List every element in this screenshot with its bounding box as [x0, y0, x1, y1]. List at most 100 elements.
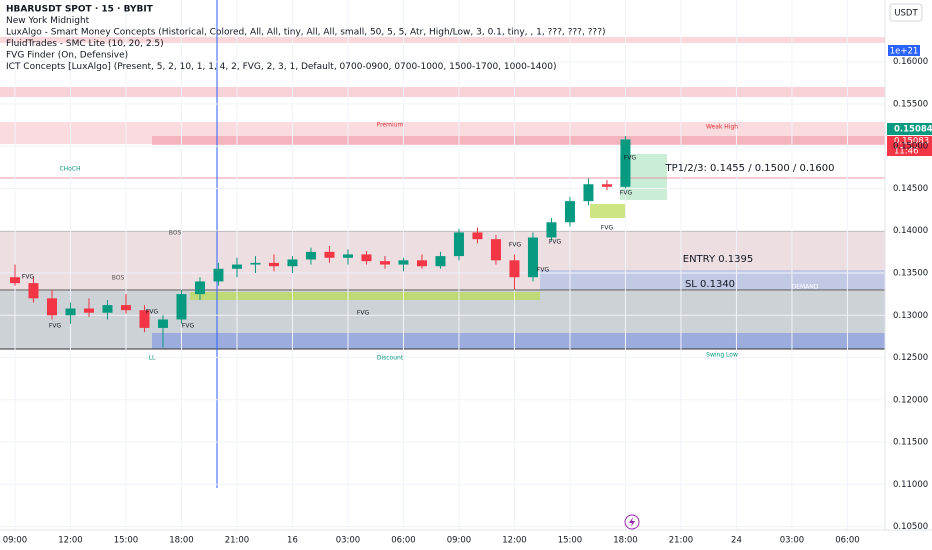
x-tick-label: 09:00	[447, 536, 472, 546]
y-tick-label: 0.13500	[893, 268, 928, 278]
annotation: SL 0.1340	[685, 279, 735, 290]
candle-body	[546, 222, 557, 238]
candle-body	[601, 184, 612, 187]
candle-body	[28, 283, 39, 299]
zone	[0, 37, 885, 43]
legend-line: LuxAlgo - Smart Money Concepts (Historic…	[6, 28, 606, 38]
y-tick-label: 0.15500	[893, 99, 928, 109]
y-tick-label: 0.14000	[893, 226, 928, 236]
x-tick-label: 03:00	[780, 536, 805, 546]
bid-price: 0.15083	[894, 137, 929, 147]
y-tick-label: 0.15000	[893, 142, 928, 152]
candle-body	[379, 261, 390, 265]
candle-body	[157, 319, 168, 328]
x-tick-label: 21:00	[225, 536, 250, 546]
annotations: Premium Discount CHoCH BOS BOS FVG FVG FVG FVG FV…	[22, 122, 835, 362]
annotation: FVG	[146, 309, 159, 316]
lightning	[629, 517, 635, 527]
y-tick-label: 0.13000	[893, 311, 928, 321]
candle-body	[120, 305, 131, 311]
price-axis	[885, 0, 932, 550]
candle-body	[398, 260, 409, 265]
candle-body	[9, 277, 20, 284]
x-tick-label: 12:00	[502, 536, 527, 546]
x-tick-label: 03:00	[336, 536, 361, 546]
annotation: TP1/2/3: 0.1455 / 0.1500 / 0.1600	[665, 163, 835, 174]
bid-price-badge	[887, 136, 932, 156]
x-tick-label: 21:00	[669, 536, 694, 546]
candle-body	[176, 294, 187, 320]
candle-body	[83, 308, 94, 313]
annotation: BOS	[112, 275, 125, 282]
annotation: FVG	[537, 267, 550, 274]
supply-zone	[152, 136, 885, 145]
currency-button[interactable]	[889, 3, 923, 22]
candle-body	[46, 298, 57, 316]
candle-body	[231, 264, 242, 269]
x-tick-label: 15:00	[558, 536, 583, 546]
y-tick-label: 0.12500	[893, 353, 928, 363]
legend-line: New York Midnight	[6, 16, 90, 26]
candle-body	[268, 262, 279, 267]
countdown: 11:46	[894, 147, 919, 157]
grid	[0, 0, 885, 530]
x-tick-label: 06:00	[835, 536, 860, 546]
y-tick-label: 0.11000	[893, 480, 928, 490]
annotation: FVG	[601, 225, 614, 232]
candle-body	[139, 310, 150, 328]
demand-zone	[540, 270, 885, 290]
currency-label[interactable]: USDT	[894, 9, 918, 19]
annotation: Discount	[377, 355, 404, 362]
annotation: FVG	[509, 242, 522, 249]
annotation: Weak High	[706, 124, 738, 131]
x-tick-label: 06:00	[391, 536, 416, 546]
annotation: FVG	[357, 310, 370, 317]
candle-body	[564, 201, 575, 223]
candle-body	[194, 281, 205, 295]
demand-zone	[152, 333, 885, 349]
annotation: FVG	[620, 190, 633, 197]
candle-body	[472, 232, 483, 240]
annotation: FVG	[549, 239, 562, 246]
y-tick-label: 0.12000	[893, 395, 928, 405]
candle-body	[490, 239, 501, 261]
legend-line: FVG Finder (On, Defensive)	[6, 51, 128, 61]
candle-body	[65, 308, 76, 316]
annotation: LL	[149, 355, 156, 362]
candle-body	[583, 184, 594, 202]
annotation: BOS	[169, 230, 182, 237]
annotation: FVG	[49, 323, 62, 330]
candle-body	[250, 262, 261, 265]
candle-body	[213, 268, 224, 282]
candle-body	[620, 139, 631, 187]
scale-badge	[888, 45, 920, 56]
annotation: Swing Low	[706, 352, 738, 359]
candle-body	[287, 259, 298, 267]
annotation: CHoCH	[59, 166, 80, 173]
fvg-zone	[190, 292, 540, 300]
candle-body	[527, 237, 538, 278]
annotation: DEMAND	[792, 284, 819, 291]
x-tick-label: 16	[287, 536, 298, 546]
candle-body	[509, 260, 520, 278]
last-price-badge	[887, 123, 932, 135]
y-tick-label: 0.14500	[893, 184, 928, 194]
annotation: FVG	[624, 155, 637, 162]
annotation: ENTRY 0.1395	[683, 254, 754, 265]
zones	[0, 0, 885, 488]
candle-body	[361, 254, 372, 262]
candle-body	[416, 260, 427, 267]
x-tick-label: 18:00	[613, 536, 638, 546]
annotation: Premium	[377, 122, 404, 129]
candle-body	[305, 251, 316, 260]
x-tick-label: 12:00	[58, 536, 83, 546]
legend-line: ICT Concepts [LuxAlgo] (Present, 5, 2, 1…	[6, 62, 556, 72]
candle-body	[102, 305, 113, 313]
legend-line: HBARUSDT SPOT · 15 · BYBIT	[6, 5, 154, 15]
annotation: FVG	[182, 323, 195, 330]
annotation: FVG	[22, 274, 35, 281]
x-tick-label: 18:00	[169, 536, 194, 546]
